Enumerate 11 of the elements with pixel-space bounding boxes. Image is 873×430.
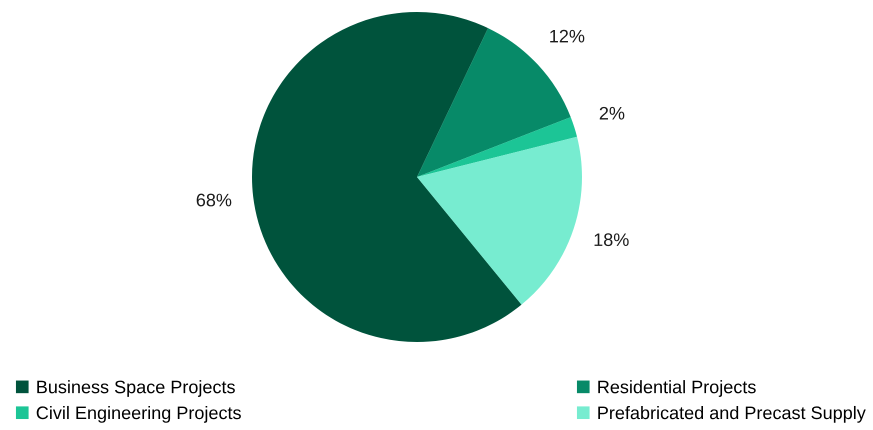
legend-label: Prefabricated and Precast Supply — [598, 406, 866, 423]
legend-label: Residential Projects — [598, 380, 756, 397]
data-label: 12% — [550, 30, 584, 42]
data-label: 2% — [600, 106, 624, 120]
legend-label: Business Space Projects — [37, 380, 235, 397]
pie-slice — [417, 117, 578, 177]
legend-label: Civil Engineering Projects — [36, 406, 241, 423]
data-label: 18% — [594, 233, 629, 246]
pie-slice — [252, 12, 522, 342]
data-label: 68% — [196, 194, 232, 206]
pie-slice — [417, 136, 582, 305]
